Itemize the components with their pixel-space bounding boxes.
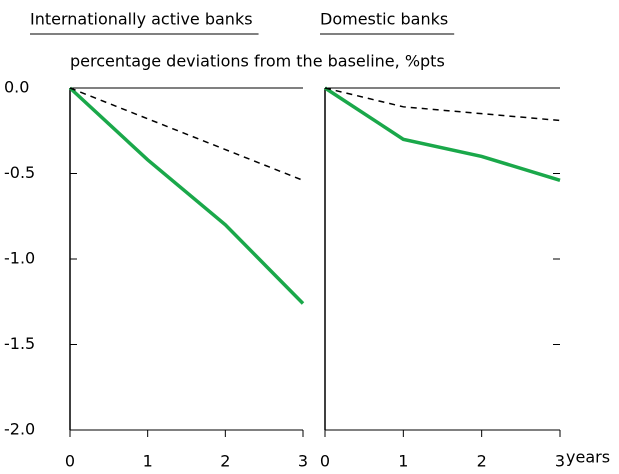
x-tick-label: 0 bbox=[320, 452, 330, 471]
x-tick-label: 2 bbox=[220, 452, 230, 471]
y-tick-label: -2.0 bbox=[4, 420, 35, 439]
x-tick-label: 1 bbox=[398, 452, 408, 471]
x-tick-label: 1 bbox=[143, 452, 153, 471]
line bbox=[68, 86, 305, 305]
line bbox=[324, 86, 561, 183]
dashed-line bbox=[69, 87, 304, 182]
x-tick-label: 0 bbox=[65, 452, 75, 471]
y-tick-label: -1.0 bbox=[4, 249, 35, 268]
y-tick-label: -0.5 bbox=[4, 163, 35, 182]
panel-title: Domestic banks bbox=[320, 10, 448, 29]
x-tick-label: 2 bbox=[477, 452, 487, 471]
dashed-line bbox=[324, 87, 561, 122]
y-tick-label: 0.0 bbox=[4, 78, 29, 97]
x-tick-label: 3 bbox=[298, 452, 308, 471]
subtitle: percentage deviations from the baseline,… bbox=[70, 52, 445, 71]
x-tick-label: 3 bbox=[555, 452, 565, 471]
x-axis-label: years bbox=[566, 448, 610, 467]
panel-title: Internationally active banks bbox=[30, 10, 253, 29]
y-tick-label: -1.5 bbox=[4, 334, 35, 353]
